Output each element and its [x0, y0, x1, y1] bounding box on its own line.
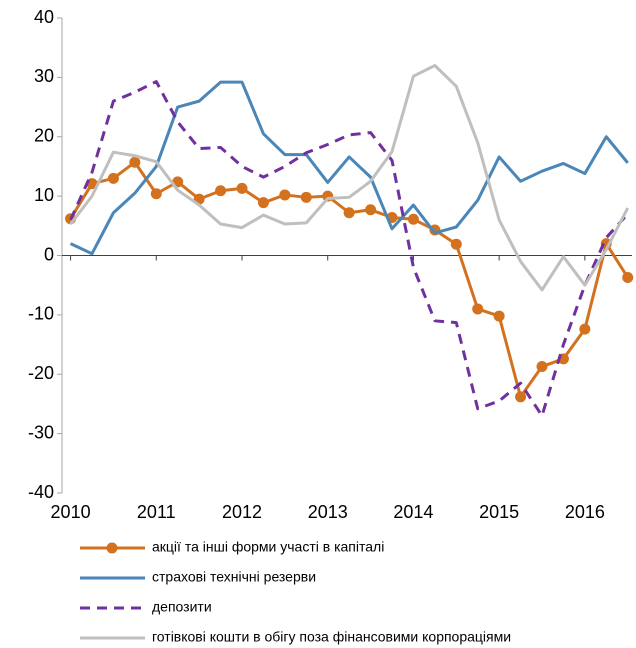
point — [450, 238, 462, 250]
y-tick-label: 20 — [34, 126, 54, 146]
point — [257, 197, 269, 209]
y-tick-label: -30 — [28, 422, 54, 442]
series-line — [69, 80, 629, 256]
y-tick-label: -10 — [28, 304, 54, 324]
point — [279, 189, 291, 201]
legend-label: депозити — [152, 599, 212, 615]
series-line — [69, 64, 630, 292]
point — [107, 172, 119, 184]
point — [365, 204, 377, 216]
series-line — [69, 80, 629, 418]
legend-marker — [106, 542, 118, 554]
point — [622, 271, 634, 283]
point — [472, 303, 484, 315]
x-tick-label: 2013 — [308, 502, 348, 522]
point — [579, 323, 591, 335]
x-tick-label: 2011 — [137, 502, 176, 522]
y-tick-label: 0 — [44, 244, 54, 264]
x-tick-label: 2016 — [565, 502, 605, 522]
y-tick-label: -40 — [28, 482, 54, 502]
point — [300, 191, 312, 203]
x-tick-label: 2015 — [479, 502, 519, 522]
y-tick-label: -20 — [28, 363, 54, 383]
y-tick-label: 30 — [34, 66, 54, 86]
point — [407, 213, 419, 225]
legend-label: акції та інші форми участі в капіталі — [152, 539, 384, 555]
point — [150, 188, 162, 200]
point — [215, 185, 227, 197]
legend-label: страхові технічні резерви — [152, 569, 316, 585]
point — [236, 182, 248, 194]
point — [536, 361, 548, 373]
y-tick-label: 10 — [34, 185, 54, 205]
y-tick-label: 40 — [34, 7, 54, 27]
x-tick-label: 2012 — [222, 502, 262, 522]
x-tick-label: 2014 — [393, 502, 433, 522]
point — [343, 207, 355, 219]
x-tick-label: 2010 — [51, 502, 91, 522]
point — [493, 310, 505, 322]
legend-label: готівкові кошти в обігу поза фінансовими… — [152, 629, 511, 645]
point — [129, 156, 141, 168]
point — [515, 391, 527, 403]
